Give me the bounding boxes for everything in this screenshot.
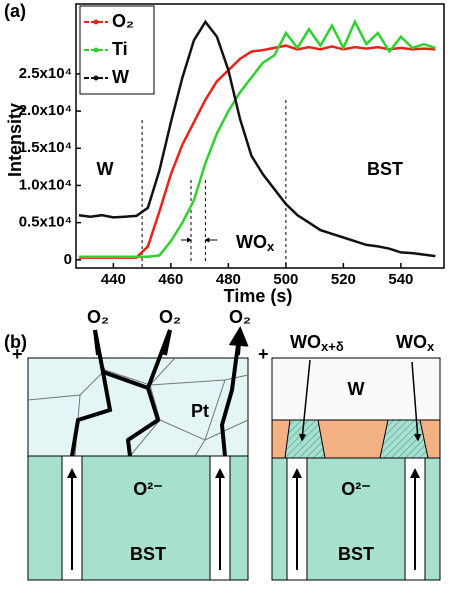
gas-label: O₂ — [229, 307, 251, 327]
series-line — [78, 18, 436, 259]
film-label: BST — [130, 544, 166, 564]
legend-label: Ti — [112, 39, 128, 59]
sign: + — [258, 344, 269, 364]
oxide-sub: x — [427, 339, 435, 354]
oxide-base: WO — [396, 332, 427, 352]
chart-a: (a) Time (s) Intensity W BST WOx 0 0.5x10… — [4, 1, 445, 306]
x-tick-label: 460 — [158, 271, 183, 288]
annotation-base: WO — [236, 232, 267, 252]
oxide-label: WOx+δ — [290, 332, 344, 355]
oxide-base: WO — [290, 332, 321, 352]
annotation: WOx — [236, 232, 275, 255]
oxide-label: WOx — [396, 332, 435, 355]
electrode-label: W — [348, 379, 365, 399]
legend-marker — [93, 47, 99, 53]
gas-label: O₂ — [159, 307, 181, 327]
oxygen-paths — [70, 329, 242, 457]
y-tick-label: 0.5x10⁴ — [19, 214, 72, 231]
annotation: BST — [367, 159, 403, 179]
x-tick-label: 440 — [101, 271, 126, 288]
x-tick-label: 540 — [388, 271, 413, 288]
x-axis-label: Time (s) — [224, 286, 293, 306]
y-tick-label: 1.5x10⁴ — [19, 139, 72, 156]
pointer — [411, 361, 422, 442]
annotation-sub: x — [267, 239, 275, 254]
oxide-sub: x+δ — [321, 339, 344, 354]
oxygen-arrows — [93, 330, 240, 356]
y-tick-label: 1.0x10⁴ — [19, 176, 72, 193]
annotation: W — [97, 159, 114, 179]
legend-label: W — [112, 67, 129, 87]
electrode-label: Pt — [191, 401, 209, 421]
y-axis-label: Intensity — [5, 103, 25, 177]
ion-label: O²⁻ — [133, 479, 163, 499]
y-tick-label: 2.5x10⁴ — [19, 65, 72, 82]
diagram-b: (b) + O₂ O₂ O₂ Pt O²⁻ BST + WOx+δ WOx W … — [4, 307, 441, 581]
sign: + — [12, 344, 23, 364]
legend-label: O₂ — [112, 11, 134, 31]
legend-marker — [93, 19, 99, 25]
y-tick-label: 2.0x10⁴ — [19, 102, 72, 119]
gas-label: O₂ — [87, 307, 109, 327]
series-line — [78, 19, 436, 258]
ion-label: O²⁻ — [341, 479, 371, 499]
pt-layer — [27, 357, 249, 457]
x-tick-label: 520 — [331, 271, 356, 288]
film-label: BST — [338, 544, 374, 564]
legend-marker — [93, 75, 99, 81]
plot-frame — [75, 3, 445, 269]
x-tick-label: 500 — [273, 271, 298, 288]
panel-label: (b) — [4, 332, 27, 352]
x-tick-label: 480 — [216, 271, 241, 288]
panel-label: (a) — [4, 1, 26, 21]
y-tick-label: 0 — [64, 251, 72, 268]
pointer — [298, 359, 311, 442]
